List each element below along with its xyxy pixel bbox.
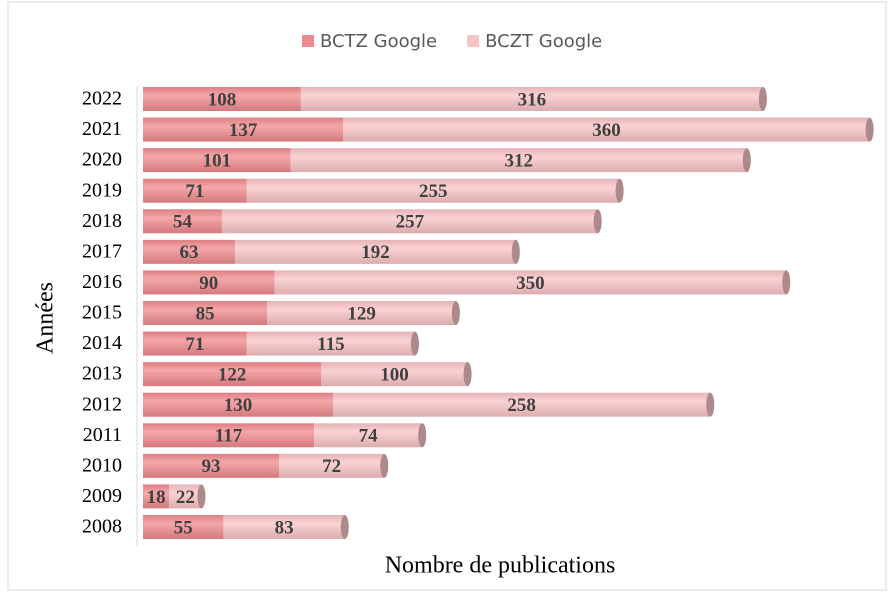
data-label: 85 (196, 303, 215, 324)
bar-segment (221, 209, 598, 234)
data-label: 130 (224, 395, 253, 416)
y-axis-title: Années (33, 282, 59, 354)
bar-segment (235, 239, 516, 264)
bar-cap (758, 87, 767, 111)
bar-segment (143, 423, 315, 448)
bar-segment (143, 87, 301, 111)
y-tick-label: 2012 (82, 393, 122, 415)
y-tick-label: 2021 (82, 118, 122, 140)
bar-segment (143, 515, 224, 539)
bar-cap (418, 423, 427, 448)
legend-swatch (302, 35, 314, 47)
bar-segment (143, 178, 247, 203)
data-label: 122 (218, 365, 247, 386)
y-tick-label: 2009 (82, 485, 122, 507)
y-tick-label: 2018 (82, 210, 122, 232)
bar-segment (143, 117, 344, 142)
bar-segment (143, 148, 291, 173)
bar-segment (223, 515, 345, 539)
bar-cap (463, 362, 472, 387)
bar-cap (380, 453, 389, 478)
data-label: 257 (396, 212, 425, 233)
y-tick-label: 2015 (82, 302, 122, 324)
bar-cap (782, 270, 791, 295)
bar-segment (143, 209, 222, 234)
data-label: 316 (518, 89, 547, 110)
bar-cap (593, 209, 602, 234)
bar-segment (143, 239, 236, 264)
y-tick-label: 2011 (83, 424, 122, 446)
bar-cap (706, 392, 715, 417)
data-label: 100 (380, 365, 409, 386)
y-tick-label: 2016 (82, 271, 122, 293)
bar-segment (274, 270, 787, 295)
data-label: 54 (173, 212, 193, 233)
bar-cap (451, 301, 460, 325)
bar-segment (143, 392, 334, 417)
data-label: 115 (317, 334, 344, 355)
data-label: 55 (174, 517, 193, 538)
bar-segment (143, 331, 247, 356)
y-tick-label: 2017 (82, 240, 122, 262)
bar-segment (333, 392, 711, 417)
data-label: 108 (208, 89, 237, 110)
data-label: 90 (199, 273, 218, 294)
bar-segment (300, 87, 763, 111)
data-label: 137 (229, 120, 258, 141)
data-label: 22 (176, 487, 195, 508)
data-label: 117 (215, 426, 243, 447)
bar-cap (742, 148, 751, 173)
bar-cap (865, 117, 874, 142)
data-label: 71 (185, 181, 204, 202)
data-label: 360 (592, 120, 621, 141)
bar-cap (410, 331, 419, 356)
data-label: 101 (203, 151, 232, 172)
data-label: 129 (347, 303, 376, 324)
data-label: 258 (507, 395, 536, 416)
data-label: 83 (275, 517, 294, 538)
bar-segment (343, 117, 870, 142)
data-label: 63 (180, 242, 199, 263)
bar-segment (143, 453, 279, 478)
bar-segment (143, 484, 170, 509)
bar-segment (290, 148, 747, 173)
data-label: 71 (185, 334, 204, 355)
bar-cap (197, 484, 206, 509)
y-tick-label: 2014 (82, 332, 122, 354)
bar-segment (246, 178, 620, 203)
bar-segment (143, 362, 322, 387)
legend-label: BCTZ Google (320, 31, 437, 52)
bar-segment (267, 301, 456, 325)
legend-label: BCZT Google (485, 31, 602, 52)
y-tick-label: 2010 (82, 454, 122, 476)
bar-segment (314, 423, 423, 448)
bar-segment (143, 270, 275, 295)
bar-segment (143, 301, 268, 325)
y-tick-label: 2013 (82, 363, 122, 385)
bar-cap (340, 515, 349, 539)
data-label: 72 (322, 456, 341, 477)
legend-swatch (467, 35, 480, 47)
data-label: 350 (516, 273, 545, 294)
bar-segment (169, 484, 202, 509)
bar-segment (321, 362, 468, 387)
y-tick-label: 2022 (82, 88, 122, 110)
data-label: 93 (201, 456, 220, 477)
data-label: 192 (361, 242, 390, 263)
data-label: 18 (147, 487, 166, 508)
data-label: 255 (419, 181, 448, 202)
y-tick-label: 2008 (82, 516, 122, 538)
y-tick-label: 2020 (82, 149, 122, 171)
data-label: 312 (504, 151, 533, 172)
data-label: 74 (359, 426, 379, 447)
x-axis-title: Nombre de publications (385, 553, 616, 579)
bar-cap (615, 178, 624, 203)
bar-segment (246, 331, 415, 356)
bar-segment (278, 453, 385, 478)
bar-cap (511, 239, 520, 264)
y-tick-label: 2019 (82, 179, 122, 201)
